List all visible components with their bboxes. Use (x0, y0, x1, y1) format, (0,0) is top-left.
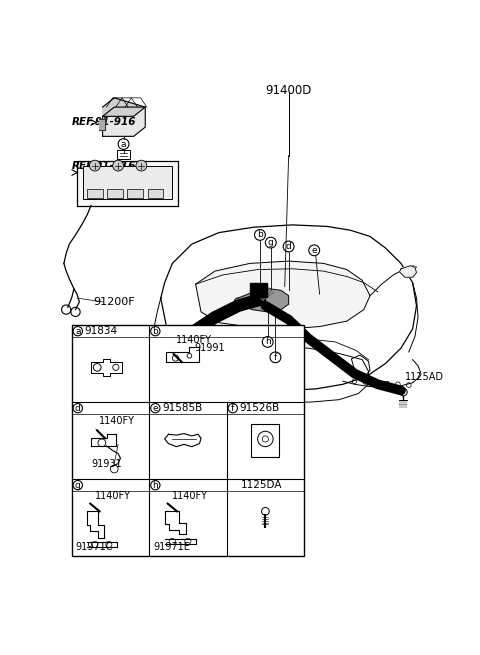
Text: 91200F: 91200F (94, 297, 135, 307)
Circle shape (73, 327, 83, 336)
Circle shape (118, 139, 129, 149)
Text: REF.91-916: REF.91-916 (72, 160, 136, 170)
Circle shape (228, 403, 238, 413)
Bar (250, 283, 267, 297)
Text: 91526B: 91526B (240, 403, 280, 413)
Text: 91971E: 91971E (153, 542, 190, 552)
Text: a: a (121, 140, 126, 149)
Text: 91400D: 91400D (265, 84, 312, 97)
Bar (147, 189, 163, 198)
Text: 1140FY: 1140FY (95, 491, 131, 501)
Text: d: d (286, 242, 291, 251)
Text: a: a (75, 327, 81, 335)
Text: 91585B: 91585B (162, 403, 203, 413)
Bar (77, 161, 178, 206)
Circle shape (283, 241, 294, 252)
Circle shape (113, 160, 123, 171)
Bar (117, 150, 130, 159)
Text: g: g (268, 238, 274, 247)
Circle shape (254, 229, 265, 240)
Bar (107, 189, 123, 198)
Circle shape (73, 403, 83, 413)
Bar (72, 325, 304, 556)
Circle shape (151, 327, 160, 336)
Polygon shape (196, 261, 370, 329)
Text: 1125DA: 1125DA (240, 480, 282, 490)
Text: 1125AD: 1125AD (405, 371, 444, 382)
Bar (83, 166, 172, 200)
Text: f: f (231, 403, 234, 413)
Text: f: f (274, 353, 277, 362)
Bar (87, 189, 103, 198)
Text: h: h (265, 337, 271, 346)
Polygon shape (103, 107, 145, 136)
Circle shape (151, 481, 160, 490)
Text: 1140FY: 1140FY (176, 335, 212, 345)
Circle shape (136, 160, 147, 171)
Circle shape (309, 245, 320, 255)
Text: 1140FY: 1140FY (99, 416, 135, 426)
Text: e: e (312, 246, 317, 255)
Polygon shape (103, 98, 145, 117)
Polygon shape (234, 289, 288, 312)
Circle shape (265, 237, 276, 248)
Text: e: e (153, 403, 158, 413)
Circle shape (270, 352, 281, 363)
Bar (99, 119, 105, 130)
Circle shape (262, 337, 273, 347)
Text: h: h (153, 481, 158, 490)
Text: g: g (75, 481, 81, 490)
Text: 1140FY: 1140FY (172, 491, 208, 501)
Text: 91971C: 91971C (75, 542, 113, 552)
Circle shape (73, 481, 83, 490)
Text: REF.91-916: REF.91-916 (72, 117, 136, 128)
Bar (252, 424, 279, 457)
Polygon shape (399, 266, 417, 277)
Bar (127, 189, 143, 198)
Text: b: b (257, 231, 263, 240)
Circle shape (151, 403, 160, 413)
Text: 91834: 91834 (85, 326, 118, 336)
Text: b: b (153, 327, 158, 335)
Text: 91931: 91931 (91, 458, 121, 468)
Text: d: d (75, 403, 81, 413)
Text: 91991: 91991 (194, 343, 225, 353)
Circle shape (89, 160, 100, 171)
